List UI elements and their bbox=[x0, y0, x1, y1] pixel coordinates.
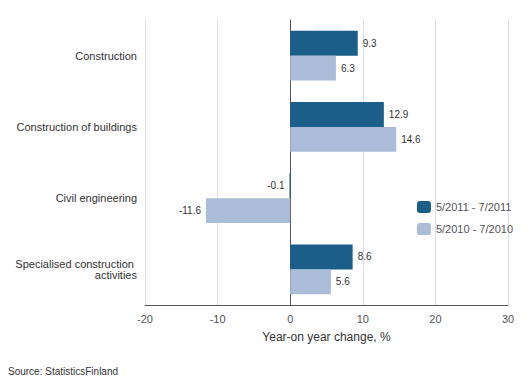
svg-text:10: 10 bbox=[357, 313, 369, 325]
svg-text:6.3: 6.3 bbox=[341, 63, 355, 74]
svg-text:14.6: 14.6 bbox=[401, 134, 421, 145]
svg-text:0: 0 bbox=[287, 313, 293, 325]
svg-text:5/2011 - 7/2011: 5/2011 - 7/2011 bbox=[436, 201, 511, 213]
svg-text:Source: StatisticsFinland: Source: StatisticsFinland bbox=[8, 366, 118, 377]
svg-text:9.3: 9.3 bbox=[363, 38, 377, 49]
svg-text:5/2010 - 7/2010: 5/2010 - 7/2010 bbox=[436, 223, 513, 235]
svg-text:5.6: 5.6 bbox=[336, 276, 350, 287]
svg-text:8.6: 8.6 bbox=[358, 251, 372, 262]
svg-text:30: 30 bbox=[502, 313, 514, 325]
svg-text:Specialised construction: Specialised construction bbox=[15, 257, 137, 270]
svg-text:-20: -20 bbox=[137, 313, 153, 325]
svg-text:12.9: 12.9 bbox=[389, 109, 409, 120]
svg-text:-10: -10 bbox=[210, 313, 226, 325]
svg-text:20: 20 bbox=[429, 313, 441, 325]
svg-text:Construction: Construction bbox=[75, 50, 137, 62]
svg-text:activities: activities bbox=[95, 269, 138, 281]
svg-text:-11.6: -11.6 bbox=[179, 205, 201, 216]
svg-text:Civil engineering: Civil engineering bbox=[56, 192, 137, 204]
svg-text:-0.1: -0.1 bbox=[267, 180, 285, 191]
svg-text:Year-on year change, %: Year-on year change, % bbox=[262, 330, 391, 344]
svg-text:Construction of buildings: Construction of buildings bbox=[17, 121, 138, 133]
